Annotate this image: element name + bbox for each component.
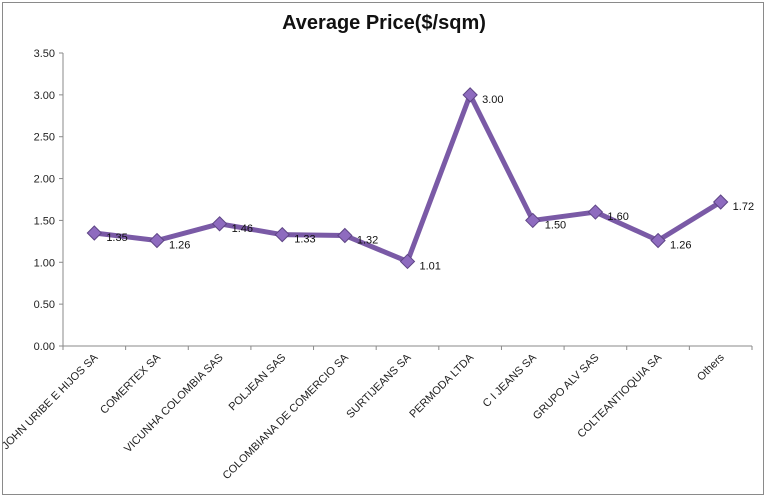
data-label: 1.46 [232, 223, 253, 235]
x-category-label: GRUPO ALV SAS [531, 352, 602, 423]
series-line [91, 92, 724, 264]
data-point-marker [337, 227, 353, 244]
data-point-marker [86, 225, 103, 241]
data-label: 1.50 [545, 219, 566, 231]
chart-axes [62, 53, 752, 347]
data-label: 1.33 [294, 234, 315, 246]
data-point-marker [274, 226, 290, 243]
y-tick-label: 2.00 [34, 174, 55, 186]
data-point-marker [712, 194, 729, 210]
y-tick-label: 2.50 [34, 132, 55, 144]
data-label: 1.72 [733, 201, 754, 213]
data-point-marker [525, 212, 541, 229]
y-tick-label: 1.00 [34, 257, 55, 269]
x-category-label: C I JEANS SA [481, 351, 540, 410]
data-point-marker [149, 232, 165, 249]
y-tick-label: 1.50 [34, 215, 55, 227]
data-label: 1.26 [670, 240, 691, 252]
data-label: 1.60 [607, 211, 628, 223]
y-tick-label: 3.50 [34, 48, 55, 60]
x-category-label: POLJEAN SAS [227, 352, 289, 414]
data-point-marker [399, 253, 416, 270]
data-label: 1.26 [169, 240, 190, 252]
data-labels: 1.35 1.26 1.46 1.33 1.32 1.01 3.00 1.50 1.60 1.26… [106, 94, 754, 273]
data-point-marker [211, 216, 228, 232]
x-category-label: JOHN URIBE E HIJOS SA [0, 351, 101, 452]
data-label: 1.35 [106, 232, 127, 244]
y-tick-label: 0.50 [34, 299, 55, 311]
series-average-price [86, 87, 729, 270]
x-category-label: COMERTEX SA [98, 351, 163, 416]
data-point-marker [462, 87, 478, 103]
y-axis-ticks: 0.00 0.50 1.00 1.50 2.00 2.50 3.00 3.50 [34, 48, 63, 353]
y-tick-label: 0.00 [34, 341, 55, 353]
x-category-label: Others [695, 351, 727, 383]
x-category-label: COLOMBIANA DE COMERCIO SA [221, 351, 352, 482]
x-category-label: PERMODA LTDA [407, 351, 476, 420]
chart-title: Average Price($/sqm) [282, 12, 486, 34]
data-label: 1.32 [357, 234, 378, 246]
y-tick-label: 3.00 [34, 90, 55, 102]
data-label: 3.00 [482, 94, 503, 106]
data-point-marker [587, 204, 604, 220]
data-point-marker [650, 232, 666, 249]
x-category-label: SURTIJEANS SA [344, 351, 414, 421]
data-label: 1.01 [420, 260, 441, 272]
